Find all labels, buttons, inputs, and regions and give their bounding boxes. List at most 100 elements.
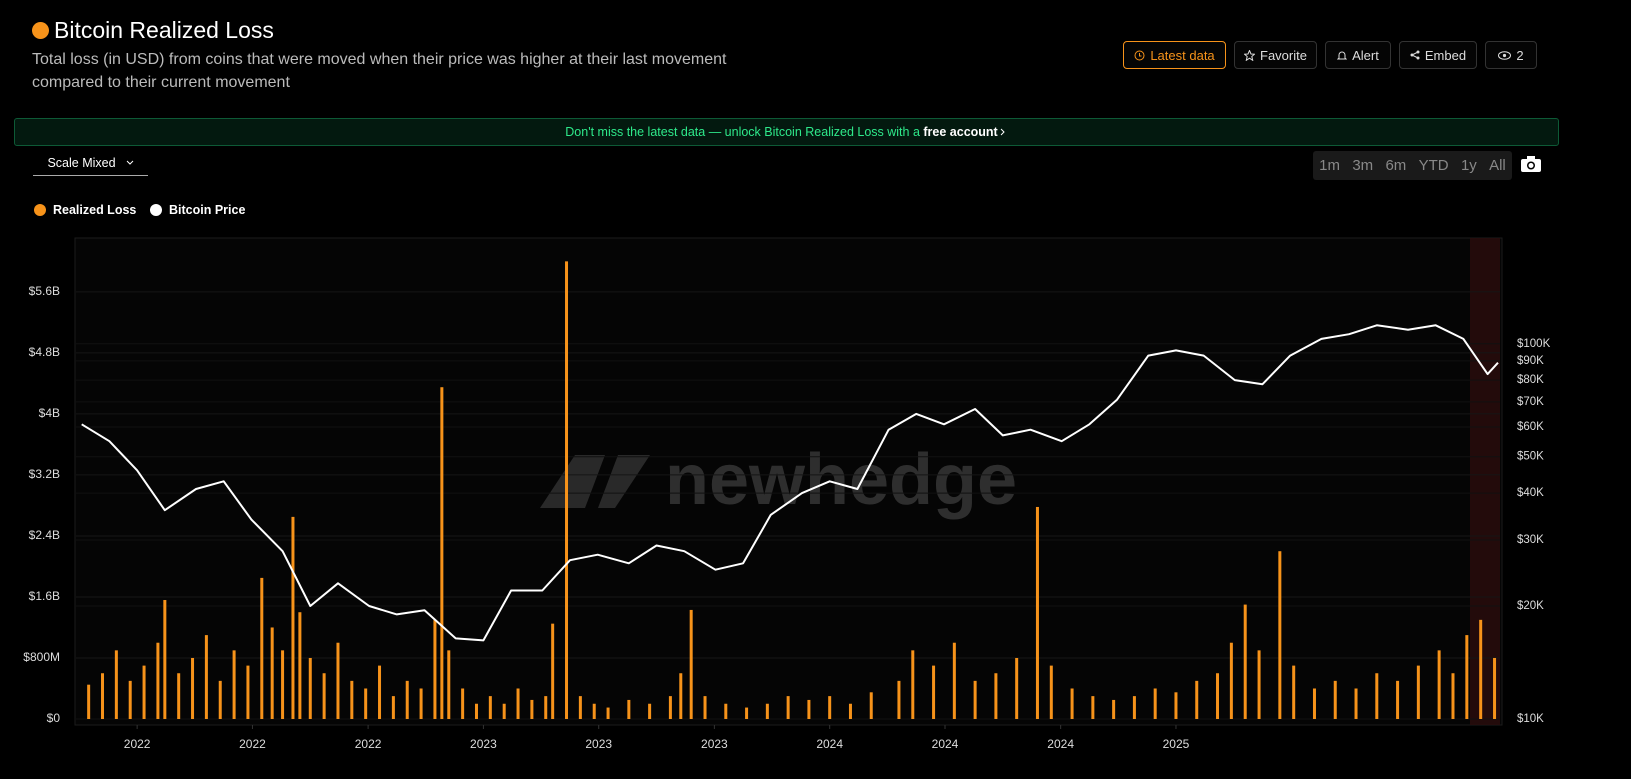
- range-button[interactable]: 1m: [1319, 157, 1340, 174]
- bar: [724, 703, 728, 719]
- bar: [1451, 673, 1455, 719]
- bar: [1479, 619, 1483, 719]
- y2-tick-label: $60K: [1517, 421, 1544, 433]
- bar: [627, 699, 631, 719]
- latest-data-button[interactable]: Latest data: [1123, 41, 1226, 69]
- camera-button[interactable]: [1520, 155, 1542, 173]
- view-count: 2: [1516, 47, 1524, 63]
- range-button[interactable]: 1y: [1460, 157, 1477, 174]
- bar: [932, 665, 936, 719]
- bar: [828, 696, 832, 719]
- y2-tick-label: $30K: [1517, 534, 1544, 546]
- bar: [204, 635, 208, 719]
- x-tick-label: 2023: [701, 737, 728, 751]
- bitcoin-icon: [32, 22, 49, 39]
- page-title: Bitcoin Realized Loss: [54, 17, 274, 43]
- plot-area: [74, 237, 1503, 726]
- y-tick-label: $0: [47, 711, 61, 725]
- bar: [440, 387, 444, 719]
- bar: [270, 627, 274, 719]
- bar: [1035, 506, 1039, 719]
- bar: [994, 673, 998, 719]
- bar: [786, 696, 790, 719]
- x-tick-label: 2024: [816, 737, 843, 751]
- x-tick-label: 2022: [355, 737, 382, 751]
- dropdown-icon: [126, 160, 133, 165]
- scale-label: Scale Mixed: [47, 155, 116, 170]
- chevron-icon: [1000, 128, 1005, 136]
- bar: [516, 688, 520, 719]
- embed-button[interactable]: Embed: [1399, 41, 1477, 69]
- bar: [1278, 551, 1282, 719]
- bar: [488, 696, 492, 719]
- bar: [689, 609, 693, 719]
- y2-tick-label: $50K: [1517, 451, 1544, 463]
- bar: [142, 665, 146, 719]
- legend-item[interactable]: Bitcoin Price: [150, 203, 245, 217]
- price-line: [81, 324, 1499, 642]
- x-tick-label: 2023: [470, 737, 497, 751]
- favorite-button[interactable]: Favorite: [1234, 41, 1317, 69]
- bar: [807, 699, 811, 719]
- button-label: Alert: [1352, 47, 1379, 63]
- bar: [869, 692, 873, 719]
- bar: [1174, 692, 1178, 719]
- bar: [1015, 657, 1019, 719]
- bar: [973, 680, 977, 719]
- banner-link[interactable]: free account: [923, 125, 998, 139]
- bar: [848, 703, 852, 719]
- banner[interactable]: Don't miss the latest data — unlock Bitc…: [14, 118, 1559, 146]
- bar: [1333, 680, 1337, 719]
- bar: [1396, 680, 1400, 719]
- y-tick-label: $800M: [23, 650, 60, 664]
- bar: [530, 699, 534, 719]
- bar: [87, 684, 91, 719]
- x-tick-label: 2022: [239, 737, 266, 751]
- bar: [1195, 680, 1199, 719]
- legend-swatch: [150, 204, 162, 216]
- bar: [336, 642, 340, 719]
- x-tick-label: 2024: [1047, 737, 1074, 751]
- bar: [1112, 699, 1116, 719]
- clock-icon: [1134, 50, 1145, 60]
- bar: [163, 600, 167, 719]
- bar: [405, 680, 409, 719]
- bar: [447, 650, 451, 719]
- button-label: Embed: [1424, 47, 1467, 63]
- bar: [551, 623, 555, 719]
- share-icon: [1410, 50, 1420, 60]
- bar: [1049, 665, 1053, 719]
- bar: [502, 703, 506, 719]
- bar: [391, 696, 395, 719]
- watermark-logo: [598, 455, 650, 508]
- star-icon: [1244, 49, 1256, 61]
- views-button[interactable]: 2: [1485, 41, 1537, 69]
- legend-swatch: [34, 204, 46, 216]
- watermark: newhedge: [540, 440, 1017, 520]
- subtitle: compared to their current movement: [32, 74, 290, 91]
- bar: [952, 642, 956, 719]
- bar: [298, 612, 302, 719]
- bar: [260, 577, 264, 719]
- bar: [1292, 665, 1296, 719]
- legend-label: Bitcoin Price: [169, 203, 246, 217]
- range-button[interactable]: YTD: [1418, 157, 1449, 174]
- y2-tick-label: $10K: [1517, 713, 1544, 725]
- bar: [378, 665, 382, 719]
- bar: [679, 673, 683, 719]
- bar: [703, 696, 707, 719]
- bar: [232, 650, 236, 719]
- y-tick-label: $4.8B: [29, 345, 60, 359]
- range-button[interactable]: 3m: [1352, 157, 1374, 174]
- alert-button[interactable]: Alert: [1325, 41, 1391, 69]
- y2-tick-label: $20K: [1517, 600, 1544, 612]
- range-button[interactable]: All: [1489, 157, 1506, 174]
- bell-icon: [1337, 51, 1348, 59]
- scale-dropdown[interactable]: Scale Mixed: [33, 150, 148, 176]
- bar: [419, 688, 423, 719]
- x-tick-label: 2024: [932, 737, 959, 751]
- y-tick-label: $1.6B: [29, 589, 60, 603]
- bar: [474, 703, 478, 719]
- range-button[interactable]: 6m: [1385, 157, 1407, 174]
- legend-item[interactable]: Realized Loss: [34, 203, 136, 217]
